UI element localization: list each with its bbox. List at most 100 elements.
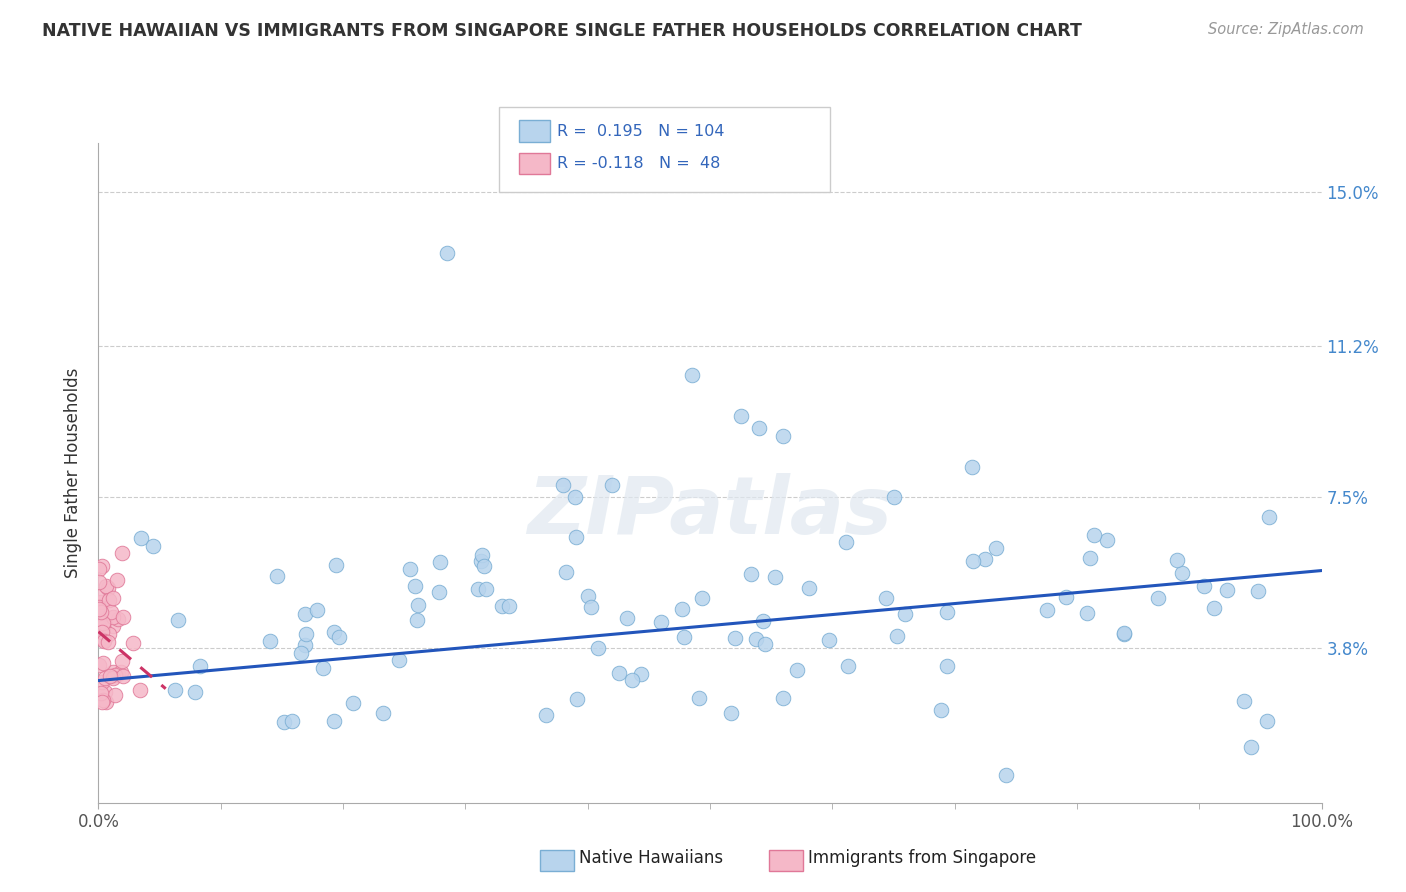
Point — [165, 683, 187, 698]
Point — [91, 656, 114, 670]
Point — [498, 599, 520, 613]
Point — [565, 691, 588, 706]
Point — [94, 685, 117, 699]
Point — [1078, 551, 1101, 566]
Point — [129, 531, 152, 545]
Point — [553, 478, 575, 492]
Point — [406, 598, 429, 612]
Point — [688, 690, 710, 705]
Point — [97, 593, 120, 607]
Point — [294, 638, 316, 652]
Point — [984, 541, 1007, 556]
Point — [929, 703, 952, 717]
Point — [630, 666, 652, 681]
Point — [936, 605, 959, 619]
Point — [93, 632, 115, 647]
Point — [100, 669, 122, 683]
Point — [97, 581, 120, 595]
Point — [107, 667, 129, 681]
Point — [273, 715, 295, 730]
Point — [817, 633, 839, 648]
Point — [312, 661, 335, 675]
Point — [90, 686, 112, 700]
Text: Immigrants from Singapore: Immigrants from Singapore — [808, 849, 1036, 867]
Point — [754, 636, 776, 650]
Point — [90, 674, 112, 689]
Point — [1202, 601, 1225, 615]
Point — [564, 490, 586, 504]
Point — [190, 659, 212, 673]
Point — [105, 574, 128, 588]
Point — [1054, 590, 1077, 604]
Point — [404, 579, 426, 593]
Point — [875, 591, 897, 605]
Point — [167, 613, 190, 627]
Point — [322, 714, 344, 729]
Point — [690, 591, 713, 606]
Point — [89, 601, 111, 615]
Point — [91, 616, 114, 631]
Point — [974, 551, 997, 566]
Text: R = -0.118   N =  48: R = -0.118 N = 48 — [557, 156, 720, 170]
Point — [962, 459, 984, 474]
Point — [294, 626, 316, 640]
Point — [834, 535, 856, 549]
Point — [328, 630, 350, 644]
Point — [101, 665, 124, 680]
Point — [96, 578, 118, 592]
Point — [1114, 627, 1136, 641]
Point — [111, 654, 134, 668]
Point — [112, 669, 135, 683]
Point — [436, 245, 458, 260]
Point — [752, 614, 775, 628]
Point — [281, 714, 304, 728]
Point — [1192, 579, 1215, 593]
Point — [104, 689, 127, 703]
Point — [797, 581, 820, 595]
Point — [111, 545, 134, 559]
Point — [87, 657, 110, 672]
Point — [470, 554, 492, 568]
Point — [307, 603, 329, 617]
Point — [748, 421, 770, 435]
Point — [1166, 553, 1188, 567]
Point — [681, 368, 703, 382]
Point — [576, 589, 599, 603]
Text: Native Hawaiians: Native Hawaiians — [579, 849, 724, 867]
Point — [724, 631, 747, 645]
Point — [745, 632, 768, 647]
Point — [101, 591, 124, 605]
Point — [616, 611, 638, 625]
Point — [720, 706, 742, 721]
Point — [883, 490, 905, 504]
Point — [103, 668, 125, 682]
Point — [730, 409, 752, 423]
Point — [94, 671, 117, 685]
Point — [91, 625, 114, 640]
Point — [1147, 591, 1170, 606]
Point — [672, 630, 695, 644]
Point — [322, 625, 344, 640]
Point — [129, 683, 152, 698]
Point — [1114, 626, 1136, 640]
Point — [259, 633, 281, 648]
Point — [1083, 527, 1105, 541]
Point — [91, 620, 114, 634]
Point — [100, 606, 122, 620]
Point — [93, 617, 115, 632]
Point — [474, 558, 496, 573]
Point — [650, 615, 672, 630]
Point — [994, 767, 1017, 781]
Point — [962, 554, 984, 568]
Point — [399, 561, 422, 575]
Point — [607, 666, 630, 681]
Point — [772, 429, 794, 443]
Point — [90, 594, 112, 608]
Point — [406, 613, 429, 627]
Point — [107, 612, 129, 626]
Point — [184, 685, 207, 699]
Point — [91, 696, 114, 710]
Point — [886, 629, 908, 643]
Point — [534, 708, 557, 723]
Point — [1240, 740, 1263, 755]
